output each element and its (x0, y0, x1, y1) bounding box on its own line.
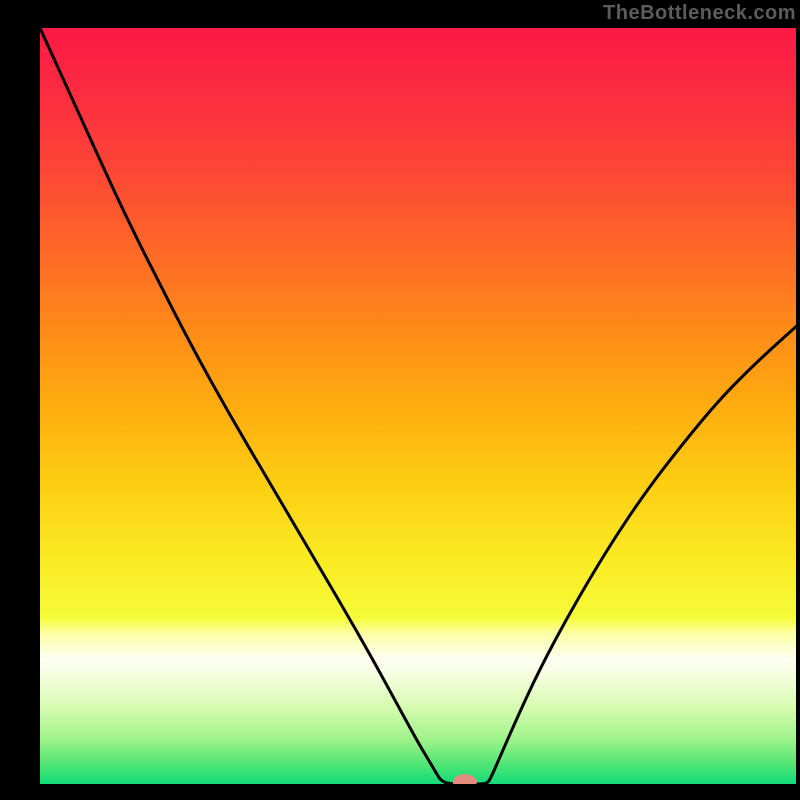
stage: TheBottleneck.com (0, 0, 800, 800)
watermark-text: TheBottleneck.com (603, 2, 796, 25)
bottleneck-chart (40, 28, 796, 784)
gradient-background (40, 28, 796, 784)
